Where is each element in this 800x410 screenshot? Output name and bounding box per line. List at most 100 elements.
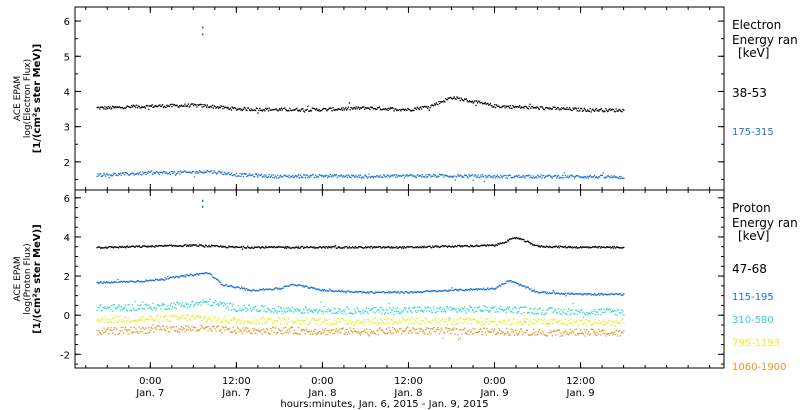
data-point xyxy=(213,244,215,247)
data-point xyxy=(348,245,350,248)
data-point xyxy=(590,324,592,326)
data-point xyxy=(328,330,330,333)
data-point xyxy=(143,171,146,174)
data-point xyxy=(106,247,109,249)
data-point xyxy=(445,306,448,308)
data-point xyxy=(255,309,257,311)
data-point xyxy=(357,247,359,249)
data-point xyxy=(504,319,506,321)
data-point xyxy=(271,288,273,291)
data-point xyxy=(553,319,555,321)
data-point xyxy=(435,329,437,331)
data-point xyxy=(535,331,537,333)
data-point xyxy=(494,175,496,177)
data-point xyxy=(110,282,112,284)
data-point xyxy=(277,174,279,177)
data-point xyxy=(302,177,304,179)
data-point xyxy=(129,106,131,108)
proton-series-1060-1900 xyxy=(96,320,625,341)
data-point xyxy=(348,175,350,177)
data-point xyxy=(231,286,233,288)
electron-ytick-label: 3 xyxy=(64,123,70,134)
data-point xyxy=(266,321,269,323)
data-point xyxy=(256,330,258,332)
data-point xyxy=(400,246,402,248)
data-point xyxy=(296,307,298,310)
data-point xyxy=(334,323,337,325)
data-point xyxy=(492,106,494,108)
data-point xyxy=(293,247,295,249)
data-point xyxy=(233,246,235,248)
data-point xyxy=(476,288,478,290)
data-point xyxy=(318,309,320,311)
data-point xyxy=(274,108,276,111)
data-point xyxy=(285,307,288,309)
data-point xyxy=(559,108,561,110)
data-point xyxy=(277,310,279,313)
data-point xyxy=(594,177,597,179)
data-point xyxy=(160,327,162,329)
data-point xyxy=(180,104,183,106)
data-point xyxy=(311,246,313,249)
data-point xyxy=(297,246,300,248)
data-point xyxy=(396,332,398,334)
data-point xyxy=(549,332,551,334)
data-point xyxy=(385,175,387,178)
data-point xyxy=(105,307,107,310)
data-point xyxy=(270,246,272,248)
data-point xyxy=(397,331,399,333)
data-point xyxy=(221,171,223,173)
data-point xyxy=(237,327,239,329)
data-point xyxy=(404,175,406,177)
data-point xyxy=(215,107,217,109)
data-point xyxy=(592,322,594,325)
data-point xyxy=(336,177,338,179)
data-point xyxy=(202,327,204,329)
data-point xyxy=(457,244,460,247)
data-point xyxy=(507,333,510,335)
data-point xyxy=(302,286,304,288)
data-point xyxy=(528,312,530,314)
data-point xyxy=(284,107,286,109)
data-point xyxy=(494,311,497,313)
data-point xyxy=(593,109,595,112)
data-point xyxy=(588,175,590,178)
data-point xyxy=(97,320,99,322)
data-point xyxy=(411,246,413,248)
data-point xyxy=(576,247,578,249)
data-point xyxy=(353,323,356,326)
data-point xyxy=(463,100,465,102)
data-point xyxy=(251,290,253,292)
data-point xyxy=(600,308,603,310)
data-point xyxy=(137,173,140,176)
data-point xyxy=(527,333,529,336)
data-point xyxy=(153,280,155,282)
data-point xyxy=(329,246,331,248)
data-point xyxy=(309,176,311,178)
data-point xyxy=(188,244,190,246)
electron-ylabel: ACE EPAM log(Electron Flux) [1/(cm²s ster … xyxy=(13,44,43,153)
data-point xyxy=(572,292,574,294)
data-point xyxy=(100,333,103,335)
data-point xyxy=(587,175,589,177)
data-point xyxy=(234,247,236,249)
data-point xyxy=(229,322,231,324)
data-point xyxy=(382,246,384,248)
data-point xyxy=(279,310,281,313)
data-point xyxy=(265,323,267,325)
data-point xyxy=(227,247,229,249)
data-point xyxy=(264,322,266,324)
data-point xyxy=(272,174,275,176)
data-point xyxy=(427,321,429,323)
data-point xyxy=(383,247,386,249)
data-point xyxy=(466,100,468,102)
data-point xyxy=(217,325,219,327)
data-point xyxy=(294,332,296,334)
data-point xyxy=(446,306,449,308)
data-point xyxy=(298,333,300,335)
data-point xyxy=(359,108,361,110)
data-point xyxy=(230,284,233,287)
data-point xyxy=(316,288,318,291)
data-point xyxy=(371,291,373,293)
data-point xyxy=(126,105,128,107)
